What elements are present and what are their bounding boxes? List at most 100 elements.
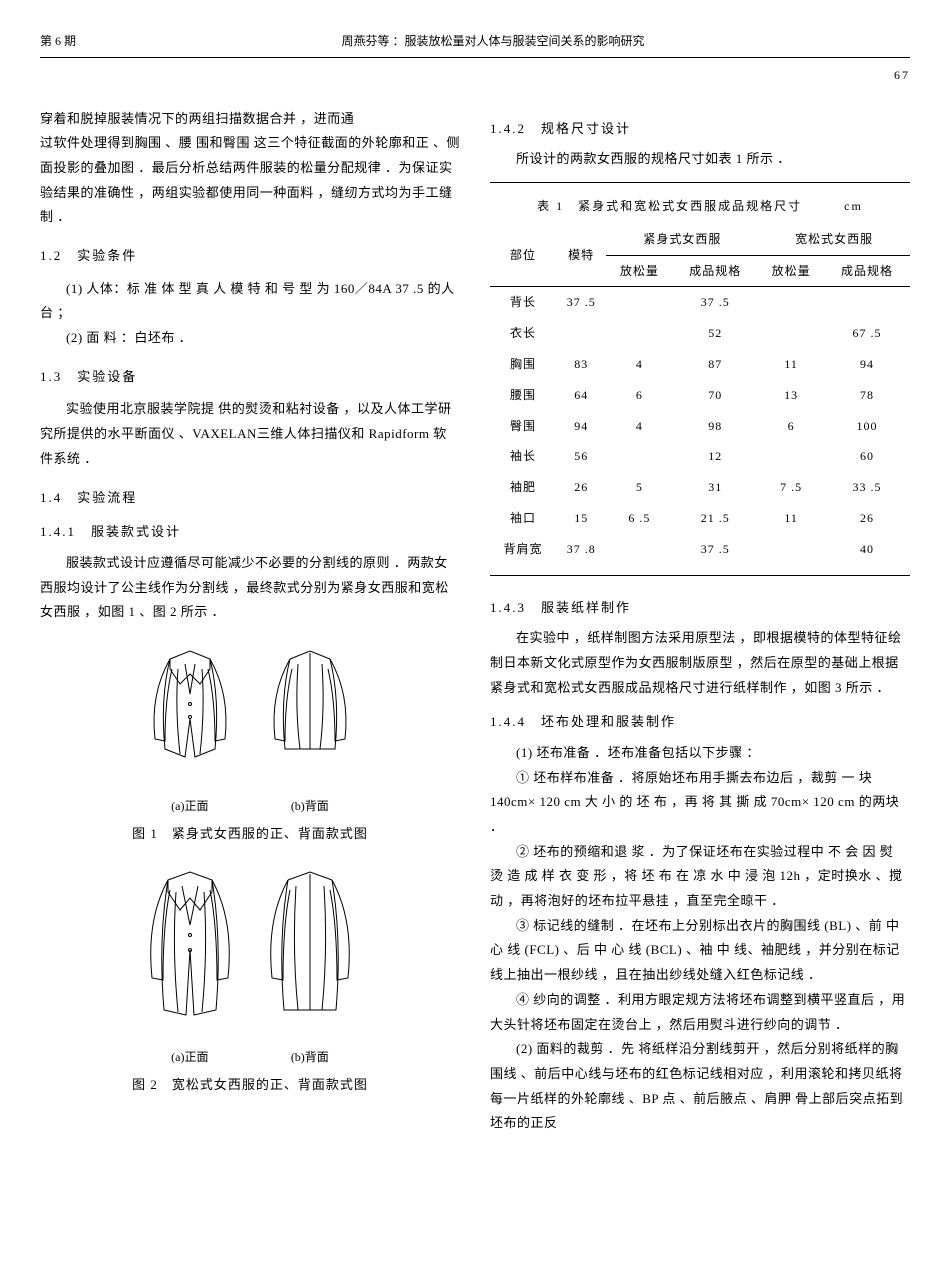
table-row: 背肩宽37 .8 37 .5 40 [490,534,910,569]
table-cell: 56 [556,441,607,472]
th-group1: 紧身式女西服 [606,224,758,255]
sec12-item1: (1) 人体：标 准 体 型 真 人 模 特 和 号 型 为 160／84A 3… [40,277,460,326]
section-1-4-4-title: 1.4.4 坯布处理和服装制作 [490,710,910,735]
table-cell: 31 [672,472,758,503]
sec143-body: 在实验中 ，纸样制图方法采用原型法 ，即根据模特的体型特征绘制日本新文化式原型作… [490,626,910,700]
table-cell [758,318,824,349]
table-row: 袖肥265317 .533 .5 [490,472,910,503]
table-cell: 40 [824,534,910,569]
table-cell: 15 [556,503,607,534]
table-cell: 37 .8 [556,534,607,569]
table-cell: 33 .5 [824,472,910,503]
table-cell: 背长 [490,287,556,318]
table-cell: 37 .5 [672,534,758,569]
table-cell: 11 [758,349,824,380]
table-cell: 100 [824,411,910,442]
sec144-1-head: (1) 坯布准备 ．坯布准备包括以下步骤 ： [490,741,910,766]
table-cell: 26 [824,503,910,534]
table-cell: 64 [556,380,607,411]
th-spec1: 成品规格 [672,255,758,287]
table-cell: 衣长 [490,318,556,349]
sec144-1-1: ① 坯布样布准备 ．将原始坯布用手撕去布边后 ，裁剪 一 块 140cm× 12… [490,766,910,840]
table-cell: 37 .5 [672,287,758,318]
sec144-1-2: ② 坯布的预缩和退 浆 ．为了保证坯布在实验过程中 不 会 因 熨 烫 造 成 … [490,840,910,914]
issue-label: 第 6 期 [40,30,76,53]
page-header: 第 6 期 周燕芬等 ：服装放松量对人体与服装空间关系的影响研究 [40,30,910,58]
table-cell: 87 [672,349,758,380]
sec144-2: (2) 面料的裁剪 ．先 将纸样沿分割线剪开 ，然后分别将纸样的胸围线 、前后中… [490,1037,910,1136]
fig1-label-a: (a)正面 [171,795,208,818]
section-1-3-title: 1.3 实验设备 [40,365,460,390]
right-column: 1.4.2 规格尺寸设计 所设计的两款女西服的规格尺寸如表 1 所示 ． 表 1… [490,107,910,1136]
table-cell: 13 [758,380,824,411]
table-row: 袖口156 .521 .51126 [490,503,910,534]
table-row: 腰围646701378 [490,380,910,411]
table-cell: 腰围 [490,380,556,411]
th-ease2: 放松量 [758,255,824,287]
table-cell: 6 [758,411,824,442]
sec12-item2: (2) 面 料 ：白坯布 ． [40,326,460,351]
table-cell [758,534,824,569]
table-1: 部位 模特 紧身式女西服 宽松式女西服 放松量 成品规格 放松量 成品规格 背长… [490,224,910,569]
th-spec2: 成品规格 [824,255,910,287]
table-row: 衣长5267 .5 [490,318,910,349]
section-1-4-title: 1.4 实验流程 [40,486,460,511]
table-cell: 7 .5 [758,472,824,503]
figure-2-svg [130,860,370,1040]
table-cell: 26 [556,472,607,503]
article-title: 周燕芬等 ：服装放松量对人体与服装空间关系的影响研究 [342,30,645,53]
section-1-4-3-title: 1.4.3 服装纸样制作 [490,596,910,621]
table-cell: 6 [606,380,672,411]
sec144-1-4: ④ 纱向的调整 ．利用方眼定规方法将坯布调整到横平竖直后 ，用大头针将坯布固定在… [490,988,910,1037]
table-cell: 12 [672,441,758,472]
table-cell [606,534,672,569]
table-cell: 5 [606,472,672,503]
table-row: 袖长561260 [490,441,910,472]
table-cell: 78 [824,380,910,411]
intro-line-1: 穿着和脱掉服装情况下的两组扫描数据合并 ，进而通 [40,107,460,132]
table-cell: 83 [556,349,607,380]
left-column: 穿着和脱掉服装情况下的两组扫描数据合并 ，进而通 过软件处理得到胸围 、腰 围和… [40,107,460,1136]
section-1-4-2-title: 1.4.2 规格尺寸设计 [490,117,910,142]
th-group2: 宽松式女西服 [758,224,910,255]
intro-line-2: 过软件处理得到胸围 、腰 围和臀围 这三个特征截面的外轮廓和正 、侧面投影的叠加… [40,131,460,230]
table-cell: 60 [824,441,910,472]
figure-2-labels: (a)正面 (b)背面 [130,1046,370,1069]
fig1-label-b: (b)背面 [291,795,329,818]
figure-1: (a)正面 (b)背面 图 1 紧身式女西服的正、背面款式图 [40,639,460,846]
figure-2: (a)正面 (b)背面 图 2 宽松式女西服的正、背面款式图 [40,860,460,1097]
page-number: 67 [40,64,910,87]
table-row: 胸围834871194 [490,349,910,380]
sec144-1-3: ③ 标记线的缝制 ．在坯布上分别标出衣片的胸围线 (BL) 、前 中 心 线 (… [490,914,910,988]
th-ease1: 放松量 [606,255,672,287]
figure-1-svg [130,639,370,789]
table-cell [824,287,910,318]
table-cell [606,318,672,349]
sec142-body: 所设计的两款女西服的规格尺寸如表 1 所示 ． [490,147,910,172]
table-row: 背长37 .537 .5 [490,287,910,318]
figure-1-labels: (a)正面 (b)背面 [130,795,370,818]
sec141-body: 服装款式设计应遵循尽可能减少不必要的分割线的原则 ．两款女西服均设计了公主线作为… [40,551,460,625]
table-cell: 4 [606,411,672,442]
table-cell: 70 [672,380,758,411]
table-cell: 94 [824,349,910,380]
table-cell: 67 .5 [824,318,910,349]
table-1-title: 表 1 紧身式和宽松式女西服成品规格尺寸 cm [490,195,910,218]
figure-1-caption: 图 1 紧身式女西服的正、背面款式图 [40,822,460,847]
main-columns: 穿着和脱掉服装情况下的两组扫描数据合并 ，进而通 过软件处理得到胸围 、腰 围和… [40,107,910,1136]
table-cell: 11 [758,503,824,534]
fig2-label-b: (b)背面 [291,1046,329,1069]
table-cell [606,287,672,318]
sec13-body: 实验使用北京服装学院提 供的熨烫和粘衬设备 ，以及人体工学研究所提供的水平断面仪… [40,397,460,471]
table-cell: 98 [672,411,758,442]
table-cell: 胸围 [490,349,556,380]
table-cell [758,441,824,472]
table-cell [556,318,607,349]
table-cell: 背肩宽 [490,534,556,569]
table-cell: 臀围 [490,411,556,442]
table-cell [758,287,824,318]
fig2-label-a: (a)正面 [171,1046,208,1069]
table-cell: 37 .5 [556,287,607,318]
figure-2-caption: 图 2 宽松式女西服的正、背面款式图 [40,1073,460,1098]
table-cell: 袖肥 [490,472,556,503]
